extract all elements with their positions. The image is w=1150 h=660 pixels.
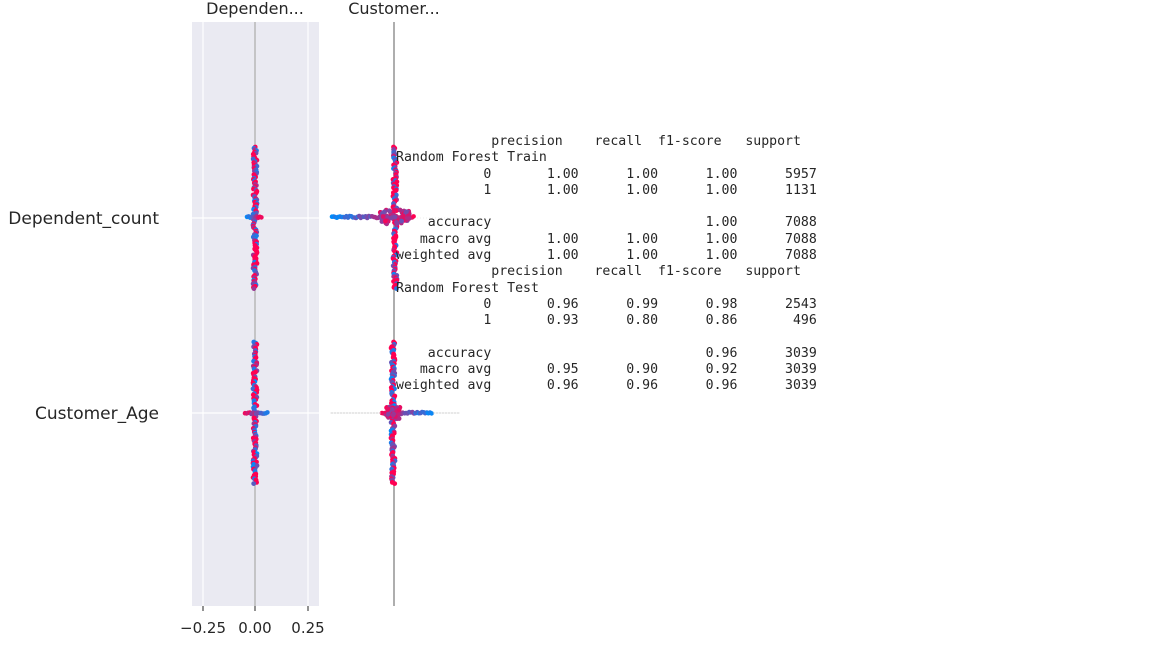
point-panel-2-dependent-count: [380, 214, 386, 219]
point-panel-2-customer-age: [451, 412, 453, 414]
point-panel-2-customer-age: [396, 407, 402, 413]
point-panel-2-customer-age: [392, 481, 398, 486]
point-panel-2-dependent-count: [387, 208, 392, 214]
point-panel-2-dependent-count: [380, 210, 386, 216]
point-panel-2-customer-age: [355, 412, 357, 414]
point-panel-2-customer-age: [429, 411, 434, 416]
point-panel-1-dependent-count: [259, 215, 264, 220]
point-panel-2-dependent-count: [394, 286, 399, 291]
panel-2-title: Customer...: [348, 0, 440, 18]
point-panel-2-dependent-count: [404, 209, 409, 215]
row-label-dependent-count: Dependent_count: [8, 209, 159, 229]
point-panel-1-customer-age: [265, 410, 270, 415]
point-panel-2-dependent-count: [400, 213, 406, 219]
point-panel-2-customer-age: [448, 412, 450, 414]
beeswarm-points: [242, 144, 459, 486]
point-panel-2-customer-age: [364, 412, 366, 414]
point-panel-2-customer-age: [454, 412, 456, 414]
point-panel-2-customer-age: [337, 412, 339, 414]
point-panel-2-customer-age: [457, 412, 459, 414]
point-panel-2-dependent-count: [383, 218, 388, 224]
point-panel-2-customer-age: [442, 412, 444, 414]
point-panel-2-customer-age: [346, 412, 348, 414]
point-panel-2-customer-age: [358, 412, 360, 414]
x-tick-label-zero: 0.00: [238, 619, 271, 637]
point-panel-2-customer-age: [352, 412, 354, 414]
point-panel-2-customer-age: [385, 411, 391, 417]
point-panel-2-dependent-count: [388, 215, 394, 221]
point-panel-2-customer-age: [436, 412, 438, 414]
point-panel-2-customer-age: [390, 412, 396, 418]
point-panel-2-dependent-count: [394, 220, 399, 225]
point-panel-2-customer-age: [340, 412, 342, 414]
point-panel-2-dependent-count: [397, 207, 403, 213]
point-panel-2-customer-age: [379, 412, 381, 414]
point-panel-2-dependent-count: [411, 214, 416, 219]
point-panel-2-dependent-count: [399, 218, 404, 224]
point-panel-2-customer-age: [439, 412, 441, 414]
point-panel-2-customer-age: [349, 412, 351, 414]
x-tick-label-pos: 0.25: [291, 619, 324, 637]
point-panel-2-dependent-count: [392, 214, 398, 220]
point-panel-2-customer-age: [367, 412, 369, 414]
point-panel-1-dependent-count: [251, 286, 257, 291]
point-panel-2-customer-age: [343, 412, 345, 414]
panel-1-title: Dependen...: [206, 0, 304, 18]
x-tick-label-neg: −0.25: [180, 619, 226, 637]
point-panel-2-customer-age: [331, 412, 333, 414]
point-panel-2-customer-age: [370, 412, 372, 414]
point-panel-2-customer-age: [390, 407, 395, 412]
point-panel-2-customer-age: [361, 412, 363, 414]
point-panel-1-customer-age: [251, 481, 257, 486]
point-panel-2-dependent-count: [379, 219, 385, 224]
point-panel-2-dependent-count: [391, 207, 397, 213]
point-panel-2-customer-age: [373, 412, 375, 414]
point-panel-2-customer-age: [433, 412, 435, 414]
point-panel-2-customer-age: [445, 412, 447, 414]
point-panel-2-dependent-count: [406, 216, 412, 222]
classification-report: precision recall f1-score support Random…: [396, 134, 817, 394]
point-panel-2-customer-age: [376, 412, 378, 414]
row-label-customer-age: Customer_Age: [35, 404, 159, 424]
point-panel-2-customer-age: [334, 412, 336, 414]
